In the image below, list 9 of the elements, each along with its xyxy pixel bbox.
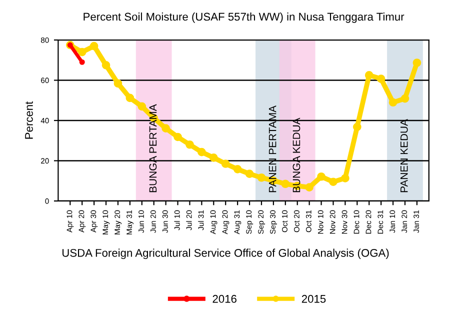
band-label: BUNGA KEDUA (292, 118, 300, 192)
y-axis-title: Percent (25, 101, 33, 139)
band-label: PANEN KEDUA (400, 119, 408, 192)
chart-title: Percent Soil Moisture (USAF 557th WW) in Nusa Tenggara Timur (84, 12, 404, 23)
text: USDA Foreign Agricultural Service Office of Global Analysis (OGA) (62, 248, 389, 260)
legend-label: 2016 (212, 294, 236, 303)
legend-label: 2015 (302, 294, 326, 303)
band-label: PANEN PERTAMA (268, 106, 276, 192)
band-label: BUNGA PERTAMA (149, 104, 157, 192)
